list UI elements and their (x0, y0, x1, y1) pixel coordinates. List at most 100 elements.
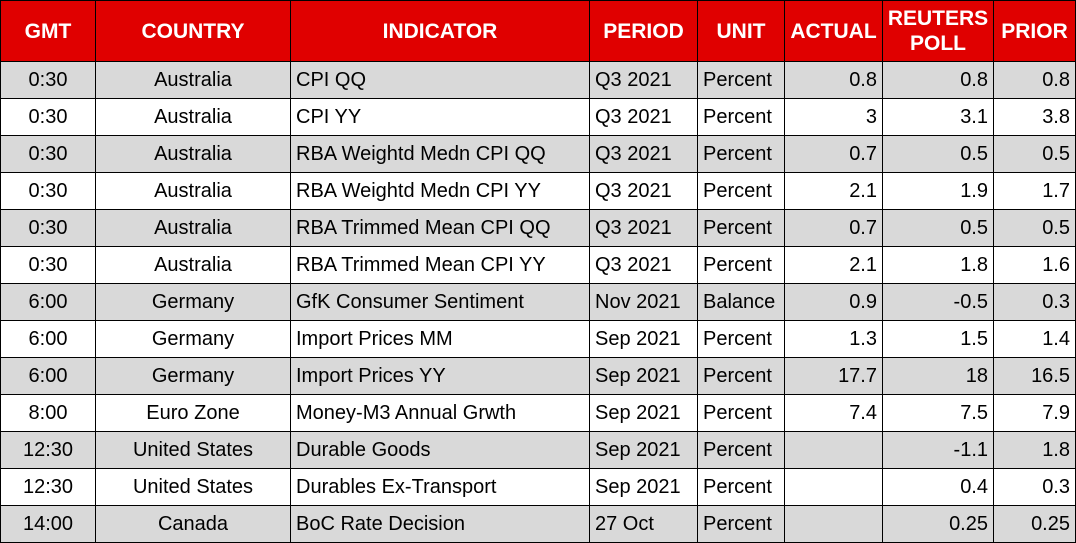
cell-indicator: Import Prices YY (290, 357, 590, 395)
header-row: GMT COUNTRY INDICATOR PERIOD UNIT ACTUAL… (0, 0, 1076, 62)
cell-prior: 7.9 (993, 394, 1076, 432)
cell-indicator: RBA Weightd Medn CPI YY (290, 172, 590, 210)
cell-period: Sep 2021 (589, 357, 698, 395)
cell-actual (784, 468, 883, 506)
cell-period: Q3 2021 (589, 172, 698, 210)
cell-reuters-poll: 0.4 (882, 468, 994, 506)
cell-reuters-poll: 0.25 (882, 505, 994, 543)
cell-reuters-poll: 1.8 (882, 246, 994, 284)
table-row: 6:00 Germany GfK Consumer Sentiment Nov 202… (0, 283, 1076, 321)
header-indicator: INDICATOR (290, 0, 590, 62)
table-row: 0:30 Australia RBA Weightd Medn CPI YY Q3 2… (0, 172, 1076, 210)
cell-prior: 1.7 (993, 172, 1076, 210)
cell-country: Canada (95, 505, 291, 543)
cell-country: Germany (95, 320, 291, 358)
cell-prior: 3.8 (993, 98, 1076, 136)
cell-unit: Percent (697, 357, 785, 395)
cell-reuters-poll: 3.1 (882, 98, 994, 136)
cell-country: Australia (95, 135, 291, 173)
cell-country: Germany (95, 357, 291, 395)
cell-unit: Percent (697, 394, 785, 432)
cell-actual (784, 431, 883, 469)
cell-actual: 7.4 (784, 394, 883, 432)
cell-actual: 0.8 (784, 61, 883, 99)
header-unit: UNIT (697, 0, 785, 62)
cell-gmt: 6:00 (0, 283, 96, 321)
cell-period: Sep 2021 (589, 394, 698, 432)
cell-unit: Percent (697, 468, 785, 506)
cell-indicator: CPI QQ (290, 61, 590, 99)
cell-indicator: GfK Consumer Sentiment (290, 283, 590, 321)
header-prior: PRIOR (993, 0, 1076, 62)
cell-actual: 0.7 (784, 209, 883, 247)
header-reuters-poll-line2: POLL (910, 32, 966, 55)
cell-actual: 2.1 (784, 246, 883, 284)
cell-period: Q3 2021 (589, 135, 698, 173)
cell-period: Nov 2021 (589, 283, 698, 321)
cell-unit: Balance (697, 283, 785, 321)
cell-prior: 1.6 (993, 246, 1076, 284)
cell-country: United States (95, 468, 291, 506)
cell-reuters-poll: 7.5 (882, 394, 994, 432)
header-gmt: GMT (0, 0, 96, 62)
cell-prior: 16.5 (993, 357, 1076, 395)
cell-prior: 0.5 (993, 209, 1076, 247)
cell-reuters-poll: 0.5 (882, 209, 994, 247)
cell-period: Q3 2021 (589, 209, 698, 247)
cell-reuters-poll: 0.8 (882, 61, 994, 99)
cell-unit: Percent (697, 209, 785, 247)
cell-unit: Percent (697, 135, 785, 173)
cell-country: Australia (95, 98, 291, 136)
cell-country: Australia (95, 61, 291, 99)
cell-period: Sep 2021 (589, 431, 698, 469)
cell-prior: 0.5 (993, 135, 1076, 173)
table-row: 0:30 Australia RBA Weightd Medn CPI QQ Q3 2… (0, 135, 1076, 173)
table-row: 6:00 Germany Import Prices MM Sep 2021 Perce… (0, 320, 1076, 358)
cell-indicator: BoC Rate Decision (290, 505, 590, 543)
cell-gmt: 12:30 (0, 468, 96, 506)
cell-gmt: 6:00 (0, 357, 96, 395)
cell-country: Australia (95, 172, 291, 210)
table-row: 0:30 Australia CPI QQ Q3 2021 Percent 0.8 0.8 0… (0, 61, 1076, 99)
cell-gmt: 6:00 (0, 320, 96, 358)
header-actual: ACTUAL (784, 0, 883, 62)
cell-unit: Percent (697, 320, 785, 358)
cell-gmt: 14:00 (0, 505, 96, 543)
cell-country: Australia (95, 246, 291, 284)
table-row: 0:30 Australia CPI YY Q3 2021 Percent 3 3.1 3.8 (0, 98, 1076, 136)
cell-unit: Percent (697, 61, 785, 99)
table-row: 8:00 Euro Zone Money-M3 Annual Grwth Sep 20… (0, 394, 1076, 432)
cell-gmt: 0:30 (0, 98, 96, 136)
cell-actual: 17.7 (784, 357, 883, 395)
cell-unit: Percent (697, 246, 785, 284)
cell-indicator: Durables Ex-Transport (290, 468, 590, 506)
cell-indicator: Durable Goods (290, 431, 590, 469)
cell-actual: 0.9 (784, 283, 883, 321)
header-reuters-poll: REUTERS POLL (882, 0, 994, 62)
cell-prior: 1.4 (993, 320, 1076, 358)
table-row: 14:00 Canada BoC Rate Decision 27 Oct Percen… (0, 505, 1076, 543)
header-country: COUNTRY (95, 0, 291, 62)
cell-indicator: Import Prices MM (290, 320, 590, 358)
cell-reuters-poll: 0.5 (882, 135, 994, 173)
cell-prior: 0.8 (993, 61, 1076, 99)
header-reuters-poll-line1: REUTERS (887, 7, 989, 30)
cell-gmt: 0:30 (0, 246, 96, 284)
cell-period: 27 Oct (589, 505, 698, 543)
cell-gmt: 12:30 (0, 431, 96, 469)
cell-reuters-poll: 1.9 (882, 172, 994, 210)
cell-unit: Percent (697, 98, 785, 136)
cell-prior: 1.8 (993, 431, 1076, 469)
table-row: 0:30 Australia RBA Trimmed Mean CPI QQ Q3 2… (0, 209, 1076, 247)
cell-reuters-poll: 18 (882, 357, 994, 395)
cell-period: Sep 2021 (589, 320, 698, 358)
cell-country: Euro Zone (95, 394, 291, 432)
table-row: 12:30 United States Durables Ex-Transport S… (0, 468, 1076, 506)
cell-prior: 0.25 (993, 505, 1076, 543)
table-row: 6:00 Germany Import Prices YY Sep 2021 Perce… (0, 357, 1076, 395)
cell-indicator: RBA Trimmed Mean CPI YY (290, 246, 590, 284)
table-row: 0:30 Australia RBA Trimmed Mean CPI YY Q3 2… (0, 246, 1076, 284)
cell-indicator: RBA Trimmed Mean CPI QQ (290, 209, 590, 247)
cell-reuters-poll: -0.5 (882, 283, 994, 321)
